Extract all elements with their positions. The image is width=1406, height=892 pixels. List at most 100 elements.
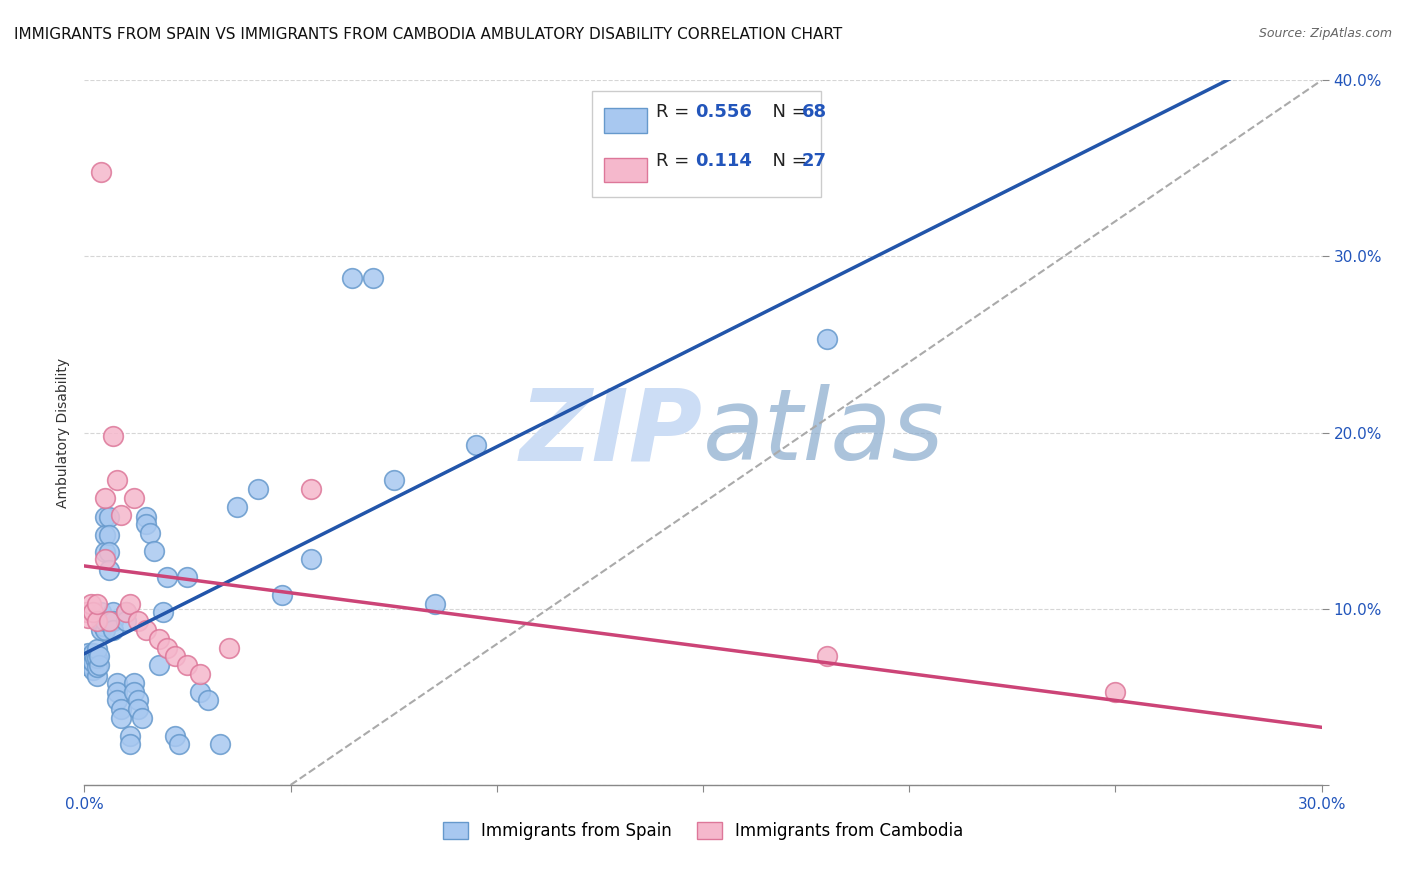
Point xyxy=(148,632,170,646)
Point xyxy=(176,658,198,673)
FancyBboxPatch shape xyxy=(605,158,647,183)
Legend: Immigrants from Spain, Immigrants from Cambodia: Immigrants from Spain, Immigrants from C… xyxy=(436,815,970,847)
Point xyxy=(83,651,105,665)
Point xyxy=(105,684,128,698)
Point xyxy=(105,473,128,487)
Point xyxy=(188,667,211,681)
Text: N =: N = xyxy=(761,153,813,170)
Point xyxy=(165,649,187,664)
Point xyxy=(122,675,145,690)
Point xyxy=(382,473,405,487)
Point xyxy=(75,605,97,619)
Point xyxy=(77,651,100,665)
Point xyxy=(105,675,128,690)
FancyBboxPatch shape xyxy=(605,109,647,133)
Point xyxy=(110,711,132,725)
Point xyxy=(156,570,179,584)
Point xyxy=(299,552,322,566)
Point xyxy=(135,517,157,532)
Point xyxy=(86,597,108,611)
Point xyxy=(152,605,174,619)
FancyBboxPatch shape xyxy=(592,91,821,196)
Point xyxy=(82,646,104,660)
Point xyxy=(82,655,104,669)
Point xyxy=(246,482,269,496)
Point xyxy=(815,332,838,346)
Point xyxy=(94,545,117,559)
Point xyxy=(105,693,128,707)
Point xyxy=(87,649,110,664)
Text: IMMIGRANTS FROM SPAIN VS IMMIGRANTS FROM CAMBODIA AMBULATORY DISABILITY CORRELAT: IMMIGRANTS FROM SPAIN VS IMMIGRANTS FROM… xyxy=(14,27,842,42)
Point xyxy=(465,438,488,452)
Point xyxy=(98,528,121,542)
Point xyxy=(226,500,249,514)
Point xyxy=(87,658,110,673)
Point xyxy=(118,729,141,743)
Point xyxy=(127,702,149,716)
Point xyxy=(86,614,108,628)
Text: Source: ZipAtlas.com: Source: ZipAtlas.com xyxy=(1258,27,1392,40)
Point xyxy=(94,528,117,542)
Point xyxy=(94,491,117,505)
Point xyxy=(299,482,322,496)
Text: 68: 68 xyxy=(801,103,827,121)
Point xyxy=(82,605,104,619)
Point xyxy=(90,165,112,179)
Point xyxy=(86,660,108,674)
Point xyxy=(122,491,145,505)
Point xyxy=(127,614,149,628)
Point xyxy=(131,711,153,725)
Point xyxy=(143,543,166,558)
Text: 0.114: 0.114 xyxy=(696,153,752,170)
Point xyxy=(114,614,136,628)
Point xyxy=(90,623,112,637)
Text: ZIP: ZIP xyxy=(520,384,703,481)
Point xyxy=(423,597,446,611)
Point xyxy=(127,693,149,707)
Point xyxy=(94,614,117,628)
Y-axis label: Ambulatory Disability: Ambulatory Disability xyxy=(56,358,70,508)
Point xyxy=(110,508,132,523)
Point xyxy=(122,684,145,698)
Point xyxy=(98,563,121,577)
Point xyxy=(135,623,157,637)
Point xyxy=(98,545,121,559)
Point xyxy=(79,649,101,664)
Point xyxy=(103,614,125,628)
Text: R =: R = xyxy=(657,103,695,121)
Point xyxy=(86,642,108,657)
Point xyxy=(103,429,125,443)
Point xyxy=(271,588,294,602)
Point xyxy=(98,510,121,524)
Text: 27: 27 xyxy=(801,153,827,170)
Point xyxy=(77,646,100,660)
Text: N =: N = xyxy=(761,103,813,121)
Point xyxy=(1104,684,1126,698)
Point xyxy=(77,610,100,624)
Point xyxy=(135,510,157,524)
Point xyxy=(361,270,384,285)
Point xyxy=(167,738,190,752)
Point xyxy=(197,693,219,707)
Point xyxy=(176,570,198,584)
Point xyxy=(218,640,240,655)
Text: 0.556: 0.556 xyxy=(696,103,752,121)
Point xyxy=(91,619,114,633)
Point xyxy=(75,658,97,673)
Point xyxy=(103,623,125,637)
Point xyxy=(118,738,141,752)
Point xyxy=(90,605,112,619)
Point xyxy=(188,684,211,698)
Point xyxy=(90,614,112,628)
Point xyxy=(114,605,136,619)
Point xyxy=(98,614,121,628)
Point xyxy=(94,510,117,524)
Point xyxy=(114,605,136,619)
Point xyxy=(815,649,838,664)
Point xyxy=(86,651,108,665)
Point xyxy=(342,270,364,285)
Point xyxy=(110,702,132,716)
Point xyxy=(94,552,117,566)
Point xyxy=(79,658,101,673)
Point xyxy=(156,640,179,655)
